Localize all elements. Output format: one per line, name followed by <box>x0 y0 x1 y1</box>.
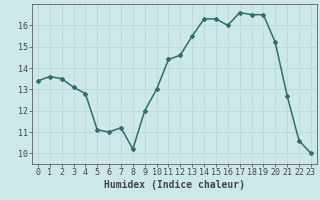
X-axis label: Humidex (Indice chaleur): Humidex (Indice chaleur) <box>104 180 245 190</box>
